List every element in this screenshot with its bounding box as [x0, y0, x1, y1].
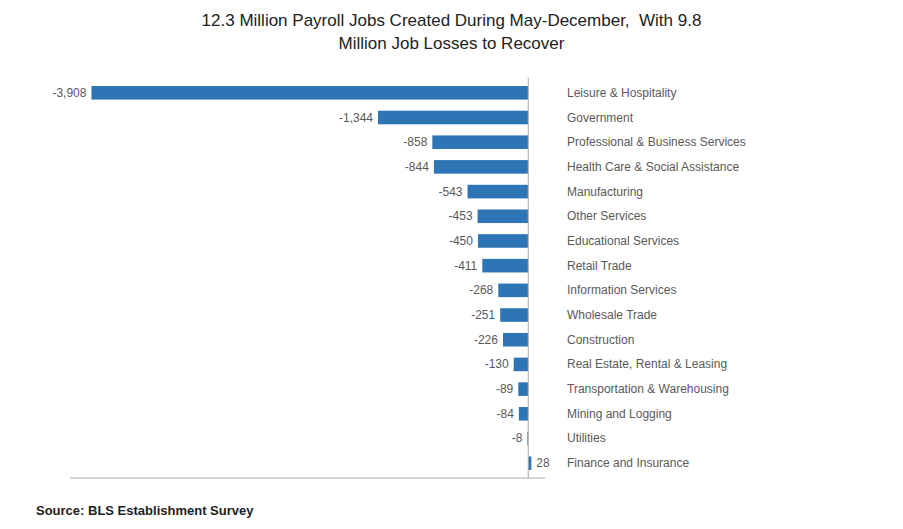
bar — [498, 284, 528, 298]
data-label: -8 — [512, 431, 523, 445]
category-label: Finance and Insurance — [567, 456, 689, 470]
bar — [503, 333, 528, 347]
zero-line — [528, 78, 529, 478]
category-label: Retail Trade — [567, 259, 632, 273]
category-label: Utilities — [567, 431, 606, 445]
category-label: Educational Services — [567, 234, 679, 248]
bar — [468, 185, 529, 199]
bar — [478, 234, 528, 248]
bar — [478, 209, 529, 223]
data-label: -453 — [449, 209, 473, 223]
data-label: -3,908 — [52, 86, 86, 100]
category-label: Health Care & Social Assistance — [567, 160, 739, 174]
x-axis — [70, 478, 545, 479]
data-label: -268 — [469, 283, 493, 297]
category-label: Transportation & Warehousing — [567, 382, 729, 396]
data-label: -89 — [496, 382, 514, 396]
category-label: Construction — [567, 333, 634, 347]
data-label: -543 — [439, 185, 463, 199]
bars — [91, 86, 531, 470]
category-label: Manufacturing — [567, 185, 643, 199]
chart: 12.3 Million Payroll Jobs Created During… — [0, 0, 903, 529]
data-label: -1,344 — [339, 111, 373, 125]
data-label: -844 — [405, 160, 429, 174]
bar — [434, 160, 528, 174]
category-label: Real Estate, Rental & Leasing — [567, 357, 727, 371]
category-label: Wholesale Trade — [567, 308, 657, 322]
bar — [518, 382, 528, 396]
category-label: Mining and Logging — [567, 407, 672, 421]
bar — [519, 407, 528, 421]
category-label: Other Services — [567, 209, 646, 223]
data-label: -858 — [403, 135, 427, 149]
bar — [514, 358, 529, 372]
title: 12.3 Million Payroll Jobs Created During… — [202, 11, 702, 53]
data-label: -84 — [497, 407, 515, 421]
data-label: -226 — [474, 333, 498, 347]
data-label: -411 — [454, 259, 477, 273]
bar — [500, 308, 528, 322]
source-note: Source: BLS Establishment Survey — [36, 503, 254, 518]
category-label: Information Services — [567, 283, 676, 297]
data-label: 28 — [536, 456, 550, 470]
bar — [378, 111, 528, 125]
bar — [482, 259, 528, 273]
data-label: -251 — [471, 308, 495, 322]
category-label: Leisure & Hospitality — [567, 86, 676, 100]
bar — [432, 135, 528, 149]
category-label: Government — [567, 111, 634, 125]
category-label: Professional & Business Services — [567, 135, 746, 149]
bar — [91, 86, 528, 100]
data-label: -450 — [449, 234, 473, 248]
data-label: -130 — [485, 357, 509, 371]
